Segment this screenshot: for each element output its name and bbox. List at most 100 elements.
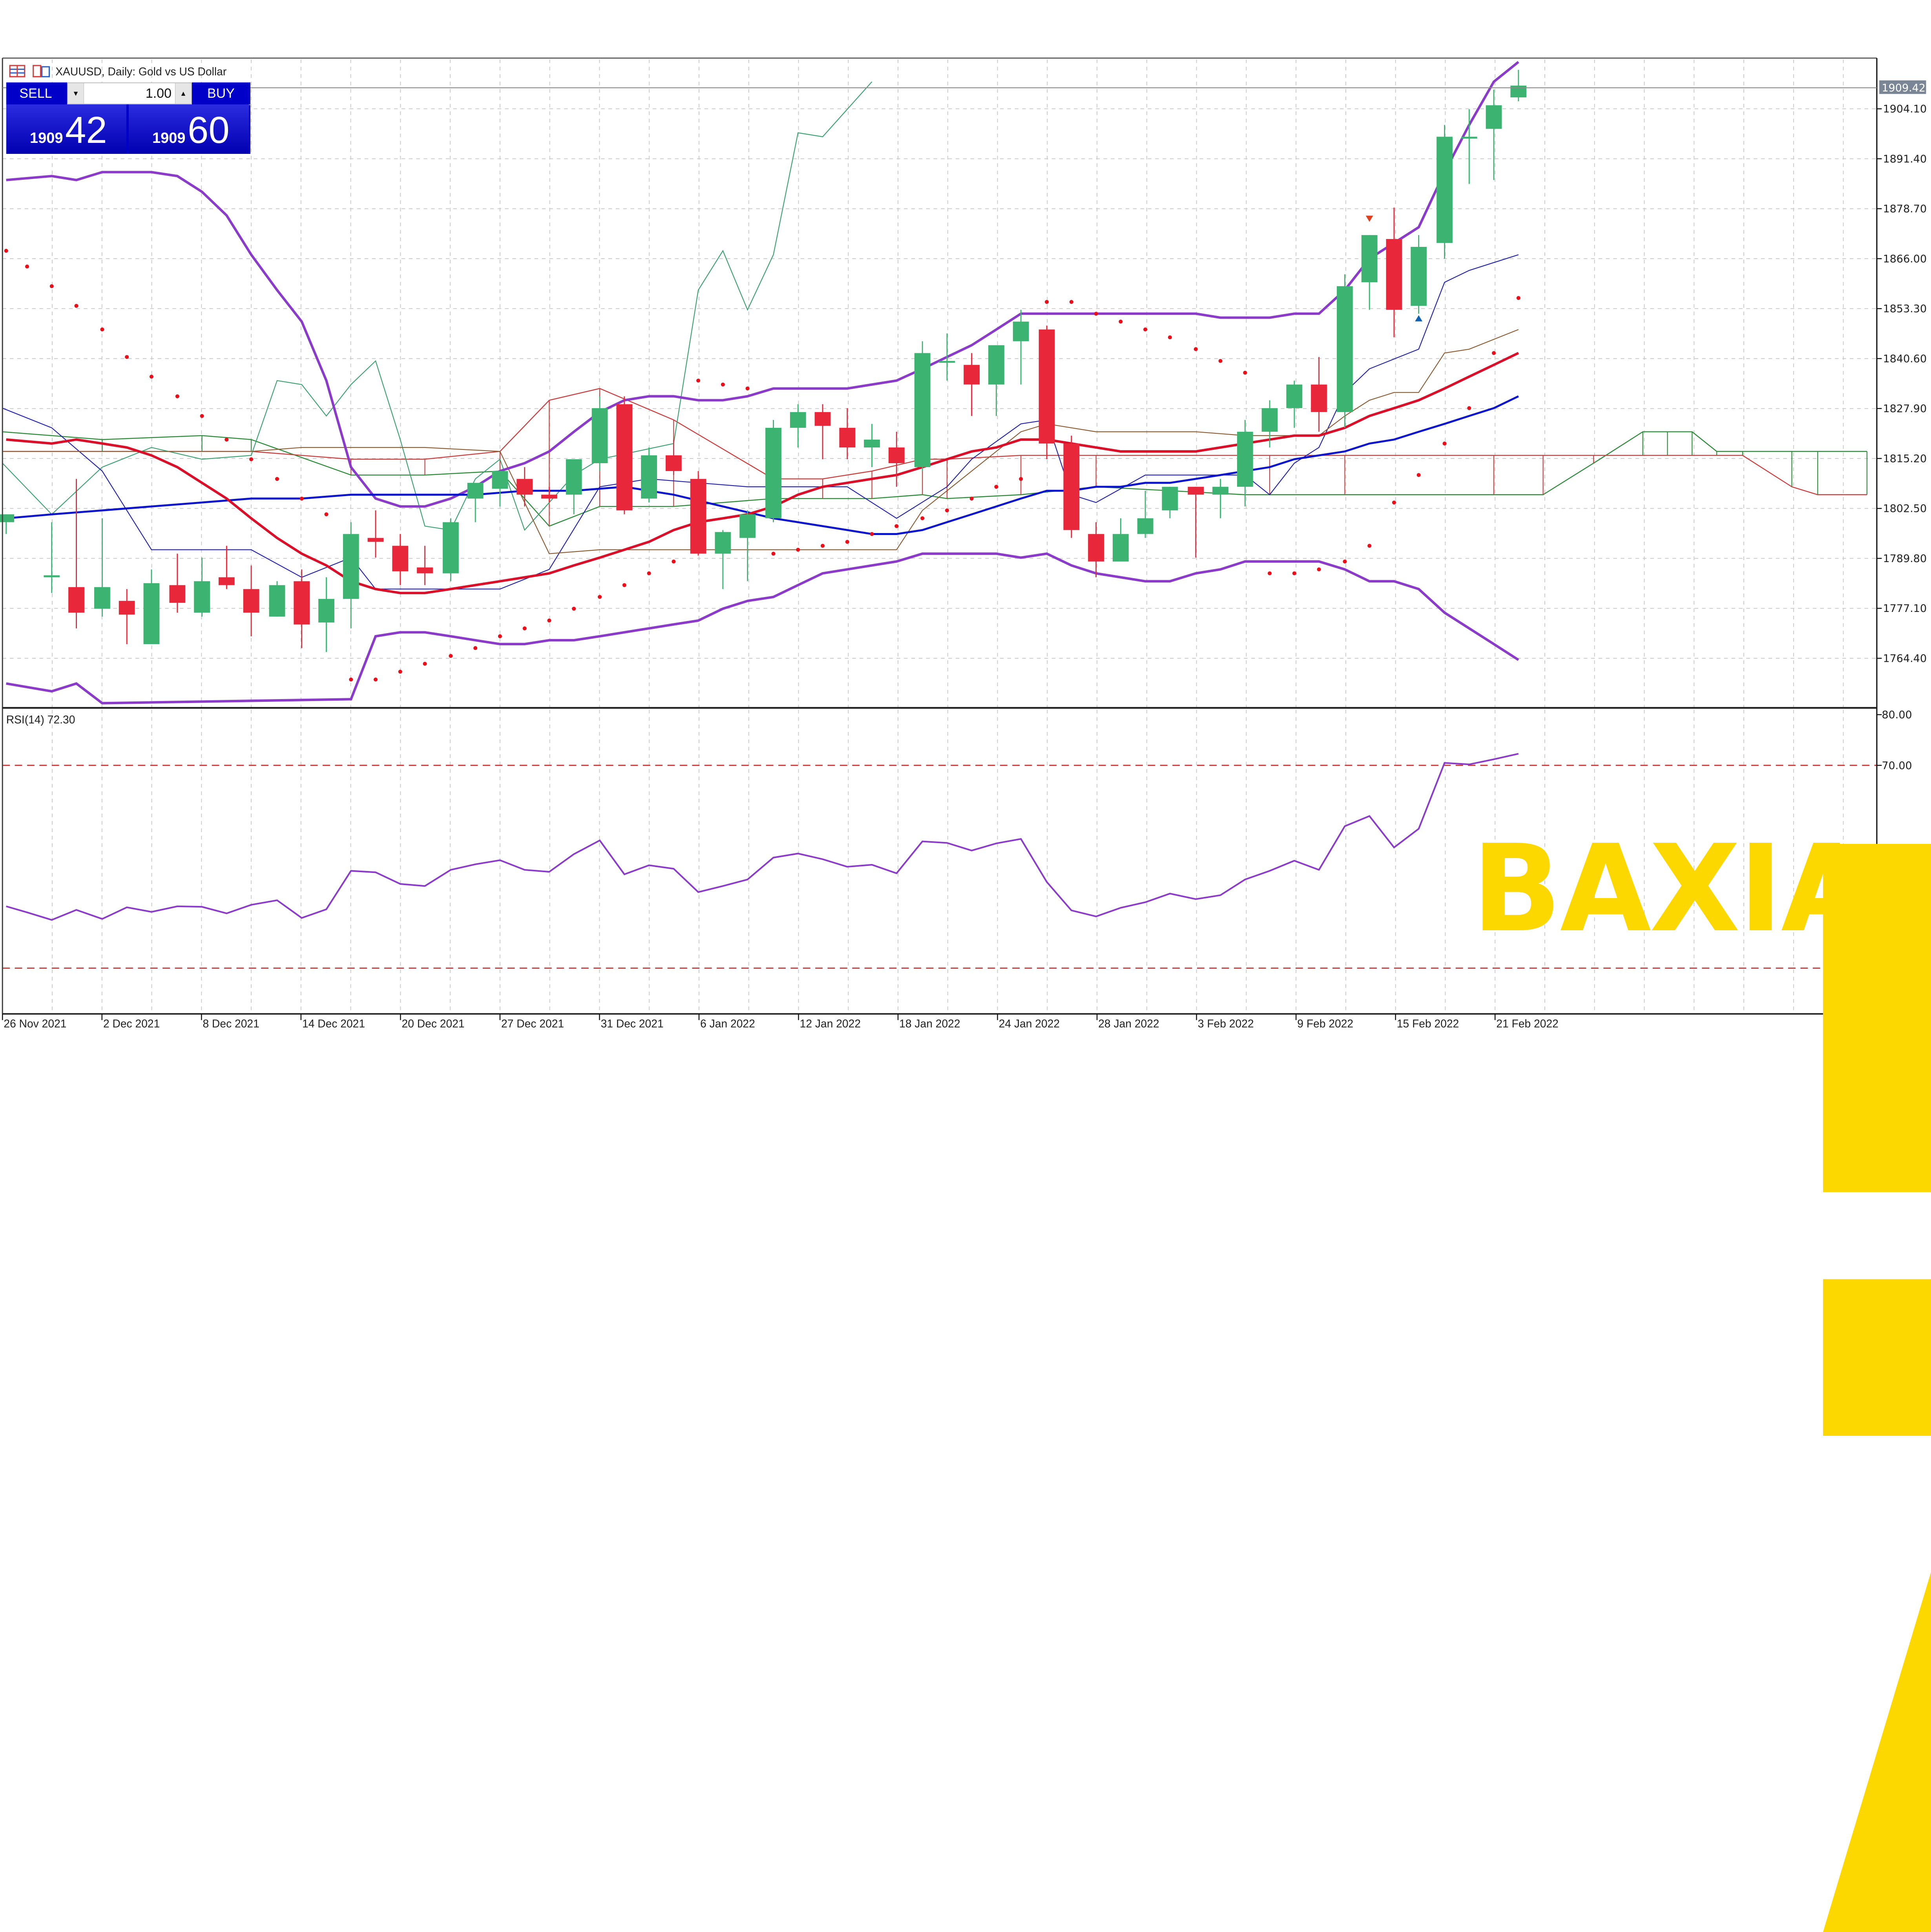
candle: [1486, 105, 1502, 129]
date-tick-label: 26 Nov 2021: [4, 1017, 66, 1030]
buy-price-suffix: 60: [188, 109, 230, 151]
date-tick-label: 12 Jan 2022: [800, 1017, 861, 1030]
candle: [1237, 431, 1253, 487]
date-tick-label: 18 Jan 2022: [899, 1017, 960, 1030]
sell-price-button[interactable]: 1909 42: [6, 104, 126, 154]
price-tick-label: 1840.60: [1883, 353, 1927, 365]
price-axis: 1904.10 1891.40 1878.70 1866.00 1853.30 1840.…: [1876, 103, 1927, 665]
candle: [1461, 137, 1477, 139]
date-tick-label: 24 Jan 2022: [999, 1017, 1060, 1030]
candle: [392, 546, 409, 572]
date-tick-label: 20 Dec 2021: [402, 1017, 465, 1030]
candle: [1212, 487, 1228, 495]
candle: [1286, 384, 1303, 408]
candle: [641, 455, 657, 499]
candle: [1013, 321, 1029, 341]
candle: [1112, 534, 1129, 562]
date-tick-label: 14 Dec 2021: [302, 1017, 365, 1030]
candle: [1137, 518, 1153, 534]
price-tick-label: 1802.50: [1883, 503, 1927, 515]
rsi-tick-label: 70.00: [1882, 760, 1912, 772]
candle: [367, 538, 384, 542]
date-tick-label: 8 Dec 2021: [203, 1017, 259, 1030]
candle: [591, 408, 608, 464]
rsi-label: RSI(14) 72.30: [6, 713, 75, 726]
price-tick-label: 1853.30: [1883, 303, 1927, 315]
one-click-trading-panel: SELL BUY ▼ 1.00 ▲ 1909 42 1909 60: [6, 82, 250, 154]
rsi-indicator: [2, 753, 1877, 969]
lot-size-stepper[interactable]: ▼ 1.00 ▲: [67, 82, 192, 104]
candle: [94, 587, 110, 609]
price-tick-label: 1777.10: [1883, 603, 1927, 615]
date-tick-label: 9 Feb 2022: [1297, 1017, 1353, 1030]
candle: [814, 412, 831, 426]
candlesticks: [0, 69, 1527, 652]
chart-grid-icon[interactable]: [9, 65, 26, 77]
candle: [1311, 384, 1327, 412]
candle: [269, 585, 285, 617]
candle: [343, 534, 359, 599]
current-price-tag: [1879, 80, 1926, 94]
candle: [888, 447, 905, 464]
buy-price-prefix: 1909: [152, 130, 186, 146]
current-price-label: 1909.42: [1882, 82, 1926, 94]
chart-title: XAUUSD, Daily: Gold vs US Dollar: [55, 65, 226, 78]
candle: [0, 514, 15, 522]
sell-signal-arrow-icon: [1365, 215, 1373, 222]
chevron-down-icon: ▼: [72, 89, 79, 97]
date-tick-label: 2 Dec 2021: [103, 1017, 160, 1030]
candle: [1063, 443, 1080, 530]
candle: [566, 459, 582, 495]
price-tick-label: 1764.40: [1883, 652, 1927, 665]
sell-price-suffix: 42: [65, 109, 107, 151]
baxia-logo-icon: [1823, 844, 1931, 1932]
candle: [243, 589, 259, 613]
sell-button[interactable]: SELL: [6, 82, 65, 105]
price-tick-label: 1878.70: [1883, 203, 1927, 215]
date-tick-label: 31 Dec 2021: [601, 1017, 664, 1030]
candle: [1188, 487, 1204, 495]
candle: [1411, 247, 1427, 306]
date-tick-label: 3 Feb 2022: [1198, 1017, 1254, 1030]
candle: [119, 601, 135, 615]
candle: [492, 471, 508, 489]
candle: [1088, 534, 1104, 562]
lot-increase-button[interactable]: ▲: [175, 83, 191, 104]
lot-decrease-button[interactable]: ▼: [68, 83, 84, 104]
price-tick-label: 1866.00: [1883, 253, 1927, 265]
candle: [194, 581, 210, 613]
candle: [988, 345, 1004, 385]
candle: [839, 427, 856, 447]
baxia-watermark: BAXIA: [1358, 823, 1931, 1932]
candle: [417, 567, 433, 573]
date-tick-label: 21 Feb 2022: [1496, 1017, 1559, 1030]
rsi-tick-label: 80.00: [1882, 709, 1912, 721]
candle: [218, 577, 235, 585]
candle: [169, 585, 186, 603]
candle: [739, 514, 756, 538]
candle: [765, 427, 781, 519]
price-chart[interactable]: 1909.42 1904.10 1891.40 1878.70 1866.00 1853…: [0, 0, 1931, 1088]
candle: [517, 479, 533, 495]
price-tick-label: 1891.40: [1883, 153, 1927, 165]
candle: [541, 495, 557, 499]
candle: [467, 483, 484, 499]
lot-size-input[interactable]: 1.00: [145, 86, 172, 101]
candle: [1337, 286, 1353, 412]
buy-price-button[interactable]: 1909 60: [129, 104, 249, 154]
rsi-line: [6, 753, 1519, 921]
candle: [790, 412, 806, 428]
candle: [1436, 137, 1453, 243]
one-click-trading-icon[interactable]: [33, 65, 50, 77]
candle: [68, 587, 84, 613]
price-tick-label: 1827.90: [1883, 403, 1927, 415]
buy-button[interactable]: BUY: [192, 82, 250, 105]
candle: [44, 575, 60, 577]
candle: [665, 455, 682, 471]
date-tick-label: 6 Jan 2022: [700, 1017, 755, 1030]
parabolic-sar: [4, 248, 1520, 682]
candle: [939, 361, 955, 363]
price-tick-label: 1904.10: [1883, 103, 1927, 115]
candle: [1261, 408, 1278, 432]
